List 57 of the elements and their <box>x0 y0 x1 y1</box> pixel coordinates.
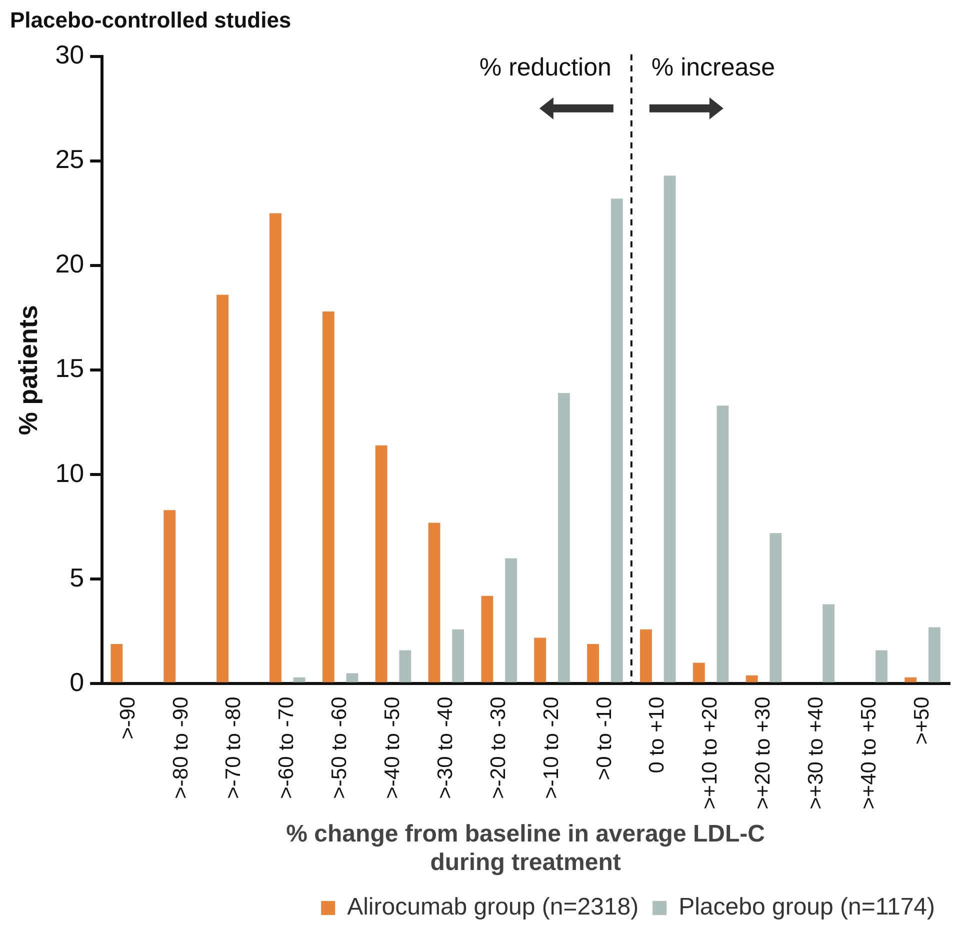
bar <box>481 596 494 682</box>
bar <box>346 673 358 682</box>
bar <box>770 533 782 682</box>
bar <box>375 445 388 682</box>
bar <box>293 677 306 682</box>
annotation: % reduction <box>479 53 612 82</box>
y-tick-label: 25 <box>55 144 84 174</box>
y-tick-label: 20 <box>55 248 84 279</box>
bar <box>640 629 652 682</box>
legend-label: Placebo group (n=1174) <box>678 894 935 921</box>
y-tick-label: 0 <box>70 666 84 697</box>
bar <box>928 627 940 682</box>
x-tick-label: >+40 to +50 <box>857 696 880 810</box>
x-tick-label: >+50 <box>910 696 934 745</box>
x-tick-label: >-50 to -60 <box>328 696 352 799</box>
x-tick-label: >0 to -10 <box>592 696 616 780</box>
annotation: % increase <box>651 53 776 82</box>
bar <box>746 675 758 682</box>
bar <box>587 644 599 682</box>
bar <box>505 558 517 682</box>
y-tick-label: 5 <box>70 562 84 592</box>
x-tick-label: >-60 to -70 <box>275 696 298 799</box>
bar <box>164 510 176 682</box>
x-tick-label: >+10 to +20 <box>698 696 722 810</box>
chart-title: Placebo-controlled studies <box>10 7 292 32</box>
bar <box>322 312 334 682</box>
bar <box>716 406 729 682</box>
bar <box>110 644 123 682</box>
y-axis-title: % patients <box>12 305 43 436</box>
x-tick-label: >-40 to -50 <box>381 696 404 799</box>
bar <box>558 393 570 682</box>
x-tick-label: >-10 to -20 <box>540 696 563 799</box>
bar <box>822 604 835 682</box>
bar <box>876 650 888 682</box>
y-tick-label: 30 <box>55 40 84 70</box>
y-tick-label: 15 <box>55 353 84 384</box>
bar <box>270 213 282 682</box>
bar <box>216 294 228 682</box>
bar <box>692 662 705 682</box>
bar <box>664 176 676 682</box>
x-tick-label: 0 to +10 <box>646 696 669 774</box>
x-tick-label: >-30 to -40 <box>434 696 457 799</box>
x-tick-label: >+30 to +40 <box>804 696 828 810</box>
x-tick-label: >-70 to -80 <box>222 696 246 799</box>
legend-label: Alirocumab group (n=2318) <box>347 894 639 921</box>
x-tick-label: >-80 to -90 <box>169 696 192 799</box>
x-tick-label: >-20 to -30 <box>486 696 510 799</box>
x-tick-label: >-90 <box>116 696 140 740</box>
bar <box>904 677 917 682</box>
bar <box>534 638 546 682</box>
bar <box>610 198 623 682</box>
bar <box>399 650 412 682</box>
bar <box>428 522 440 682</box>
x-axis-title: % change from baseline in average LDL-C during treatment <box>286 820 765 876</box>
bar <box>452 629 464 682</box>
y-tick-label: 10 <box>55 458 84 488</box>
x-tick-label: >+20 to +30 <box>752 696 775 810</box>
